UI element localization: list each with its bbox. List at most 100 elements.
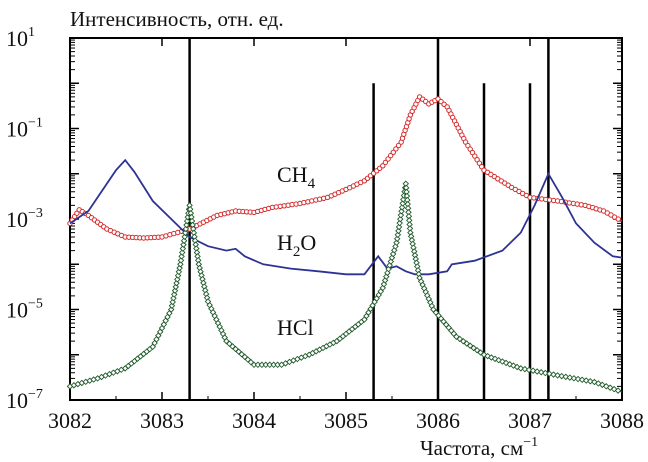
data-point (395, 142, 402, 149)
data-point (180, 241, 187, 248)
data-point (385, 265, 392, 273)
y-tick-label: 10−7 (6, 387, 43, 413)
data-point (615, 216, 621, 222)
data-point (183, 217, 191, 225)
data-point (570, 375, 578, 382)
data-point (400, 196, 407, 203)
data-point (610, 385, 618, 393)
x-axis-title: Частота, см−1 (420, 435, 538, 460)
data-point (614, 387, 622, 394)
data-point (538, 369, 545, 376)
x-tick-labels: 3082 3083 3084 3085 3086 3087 3088 (48, 408, 644, 433)
data-point (182, 229, 189, 237)
data-point (174, 272, 182, 279)
data-point (566, 374, 574, 381)
y-tick-label: 10−3 (6, 206, 43, 232)
data-point (385, 156, 391, 162)
x-tick-label: 3085 (324, 408, 368, 433)
data-point (463, 340, 470, 347)
data-point (502, 359, 510, 367)
series-label-ch4: CH4 (277, 162, 316, 192)
data-point (525, 366, 533, 374)
data-point (587, 378, 594, 385)
data-point (398, 208, 405, 215)
data-point (394, 231, 402, 239)
data-point (517, 365, 525, 372)
series-hcl (66, 180, 623, 394)
series-label-ch4-sub: 4 (308, 176, 316, 192)
series-layer (66, 94, 623, 394)
data-point (380, 163, 386, 169)
data-point (173, 279, 180, 287)
data-point (380, 280, 388, 288)
y-axis-title: Интенсивность, отн. ед. (70, 7, 284, 31)
data-point (382, 159, 389, 166)
data-point (533, 368, 541, 375)
x-tick-label: 3084 (232, 408, 276, 433)
x-tick-label: 3088 (600, 408, 644, 433)
data-point (395, 223, 403, 231)
series-label-h2o-sub: 2 (293, 244, 301, 260)
y-tick-labels: 101 10−1 10−3 10−5 10−7 (6, 25, 43, 413)
data-point (181, 233, 188, 241)
x-tick-label: 3087 (508, 408, 552, 433)
data-point (395, 227, 402, 235)
data-point (393, 239, 400, 246)
data-point (499, 358, 506, 365)
data-point (379, 284, 387, 292)
series-label-h2o-rest: O (300, 230, 316, 255)
series-label-hcl: HCl (277, 315, 314, 340)
data-point (169, 298, 176, 306)
data-point (602, 383, 610, 390)
data-point (558, 372, 565, 380)
x-tick-label: 3082 (48, 408, 92, 433)
data-point (393, 235, 401, 242)
data-point (393, 146, 399, 152)
data-point (398, 204, 406, 211)
series-line-ch4 (69, 95, 623, 239)
data-point (562, 373, 570, 381)
data-point (178, 253, 185, 260)
data-point (175, 268, 183, 276)
x-tick-label: 3083 (140, 408, 184, 433)
data-point (387, 258, 395, 265)
data-point (390, 149, 396, 156)
series-label-h2o: H2O (277, 230, 316, 260)
data-point (182, 225, 190, 233)
x-axis-title-exponent: −1 (523, 435, 538, 450)
data-point (542, 369, 549, 377)
series-label-h2o-main: H (277, 230, 293, 255)
data-point (399, 200, 406, 207)
data-point (574, 375, 582, 383)
data-point (177, 257, 185, 264)
series-line-h2o (69, 158, 623, 276)
data-point (179, 245, 187, 252)
data-point (397, 215, 404, 223)
y-tick-label: 10−1 (6, 116, 43, 142)
data-point (386, 262, 393, 269)
data-point (521, 365, 529, 373)
data-point (460, 338, 467, 345)
data-point (177, 261, 184, 268)
data-point (179, 249, 186, 256)
vertical-lines (188, 38, 550, 400)
data-point (392, 243, 399, 250)
data-point (183, 221, 190, 229)
data-point (397, 211, 405, 219)
data-point (168, 302, 176, 309)
data-point (495, 356, 502, 364)
data-point (529, 367, 537, 374)
data-point (546, 370, 553, 378)
data-point (578, 376, 586, 384)
series-ch4 (67, 94, 623, 241)
y-tick-label: 10−5 (6, 297, 43, 323)
data-point (582, 377, 590, 384)
data-point (466, 342, 474, 349)
x-axis-title-main: Частота, см (420, 436, 523, 460)
y-tick-label: 101 (6, 25, 35, 51)
data-point (170, 294, 177, 302)
plot-area (66, 37, 623, 401)
x-tick-label: 3086 (416, 408, 460, 433)
series-h2o (69, 158, 623, 276)
